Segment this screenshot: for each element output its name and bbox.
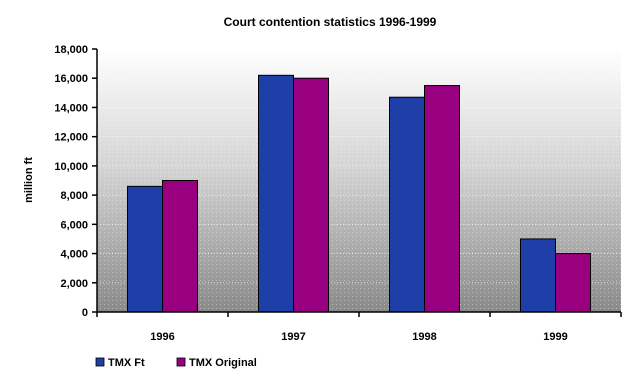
bars	[127, 74, 591, 313]
legend-swatch	[95, 357, 105, 367]
y-tick-label: 6,000	[60, 219, 88, 231]
bar-tmx-original-1997	[293, 77, 329, 313]
bar-tmx-ft-1998	[389, 96, 425, 313]
x-axis-ticks: 1996 1997 1998 1999	[96, 312, 622, 343]
bar-tmx-original-1999	[555, 253, 591, 313]
x-tick-label: 1996	[150, 331, 174, 343]
bar-tmx-original-1998	[424, 85, 460, 313]
y-axis-label: million ft	[23, 157, 35, 203]
x-tick-label: 1999	[543, 331, 567, 343]
x-tick-label: 1997	[281, 331, 305, 343]
y-tick-label: 8,000	[60, 190, 88, 202]
y-tick-label: 12,000	[54, 132, 88, 144]
y-tick-label: 18,000	[54, 44, 88, 56]
bar-tmx-ft-1997	[258, 74, 294, 313]
y-tick-label: 2,000	[60, 278, 88, 290]
y-tick-label: 14,000	[54, 102, 88, 114]
legend: TMX Ft TMX Original	[95, 357, 257, 369]
legend-swatch	[176, 357, 186, 367]
legend-label: TMX Original	[189, 357, 257, 369]
y-axis-ticks: 0 2,000 4,000 6,000 8,000 10,000 12,000 14,000 1…	[54, 44, 97, 319]
bar-tmx-original-1996	[162, 180, 198, 313]
legend-label: TMX Ft	[108, 357, 145, 369]
y-tick-label: 16,000	[54, 73, 88, 85]
y-tick-label: 0	[82, 307, 88, 319]
y-tick-label: 4,000	[60, 249, 88, 261]
x-tick-label: 1998	[412, 331, 436, 343]
bar-tmx-ft-1999	[520, 238, 556, 313]
bar-tmx-ft-1996	[127, 185, 163, 313]
y-tick-label: 10,000	[54, 161, 88, 173]
chart-title: Court contention statistics 1996-1999	[224, 15, 437, 29]
